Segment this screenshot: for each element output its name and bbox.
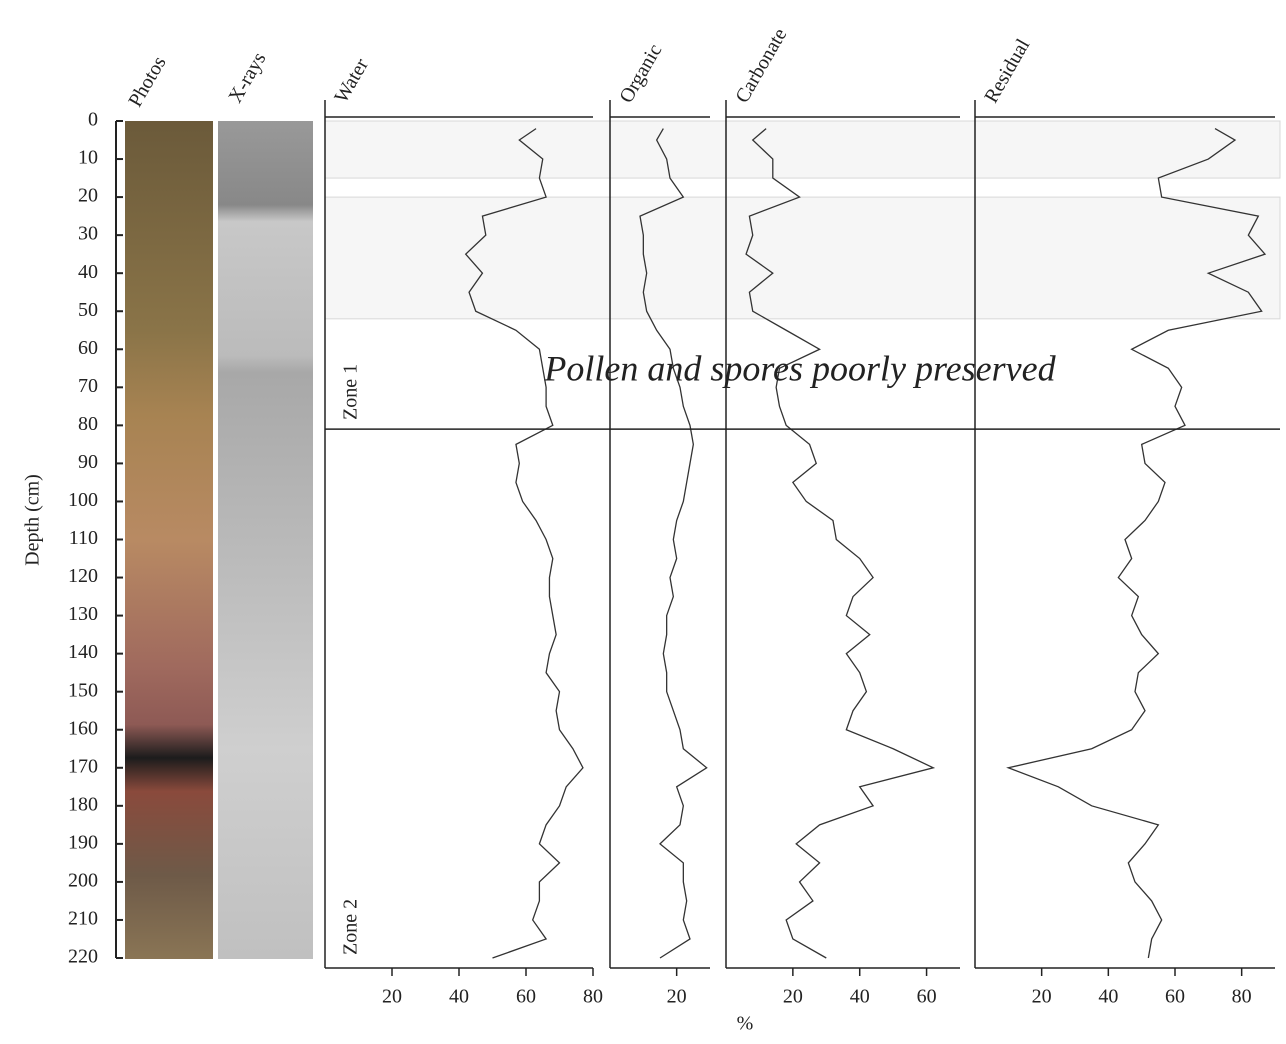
y-tick-label: 20 [78, 185, 98, 207]
x-tick-label: 20 [1032, 986, 1052, 1008]
shaded-interval [324, 196, 1281, 320]
y-tick-label: 130 [68, 603, 98, 625]
profile-line [464, 128, 584, 959]
y-tick-label: 120 [68, 565, 98, 587]
y-tick-label: 60 [78, 337, 98, 359]
profile-line [1006, 128, 1267, 959]
y-tick-label: 10 [78, 147, 98, 169]
panel-title: Residual [980, 35, 1034, 107]
y-tick-label: 110 [69, 527, 98, 549]
panel-title: Carbonate [731, 25, 791, 107]
x-tick-label: 80 [1232, 986, 1252, 1008]
x-tick-label: 80 [583, 986, 603, 1008]
x-tick-label: 60 [1165, 986, 1185, 1008]
x-axis-label: % [737, 1013, 754, 1035]
y-tick-label: 100 [68, 489, 98, 511]
panel-title: Water [330, 55, 373, 107]
profile-line [745, 128, 936, 959]
y-tick-label: 40 [78, 261, 98, 283]
y-tick-label: 180 [68, 793, 98, 815]
zone-label: Zone 1 [340, 364, 362, 420]
x-tick-label: 40 [1098, 986, 1118, 1008]
y-tick-label: 70 [78, 375, 98, 397]
y-tick-label: 0 [88, 109, 98, 131]
y-tick-label: 50 [78, 299, 98, 321]
y-tick-label: 80 [78, 413, 98, 435]
core-xray [218, 121, 313, 959]
y-tick-label: 140 [68, 641, 98, 663]
panel-title: Organic [615, 40, 666, 107]
y-tick-label: 160 [68, 717, 98, 739]
x-tick-label: 20 [667, 986, 687, 1008]
y-tick-label: 200 [68, 870, 98, 892]
x-tick-label: 40 [449, 986, 469, 1008]
y-tick-label: 190 [68, 831, 98, 853]
y-tick-label: 30 [78, 223, 98, 245]
x-tick-label: 60 [917, 986, 937, 1008]
y-tick-label: 90 [78, 451, 98, 473]
y-axis-label: Depth (cm) [22, 474, 44, 566]
core-photo [125, 121, 213, 959]
x-tick-label: 20 [382, 986, 402, 1008]
zone-label: Zone 2 [340, 899, 362, 955]
x-tick-label: 20 [783, 986, 803, 1008]
y-tick-label: 220 [68, 946, 98, 968]
y-tick-label: 170 [68, 755, 98, 777]
profile-line [639, 128, 708, 959]
column-title: Photos [124, 52, 170, 110]
x-tick-label: 60 [516, 986, 536, 1008]
x-tick-label: 40 [850, 986, 870, 1008]
y-tick-label: 210 [68, 908, 98, 930]
y-tick-label: 150 [68, 679, 98, 701]
column-title: X-rays [224, 48, 270, 106]
annotation: Pollen and spores poorly preserved [543, 348, 1056, 388]
shaded-interval [324, 120, 1281, 179]
